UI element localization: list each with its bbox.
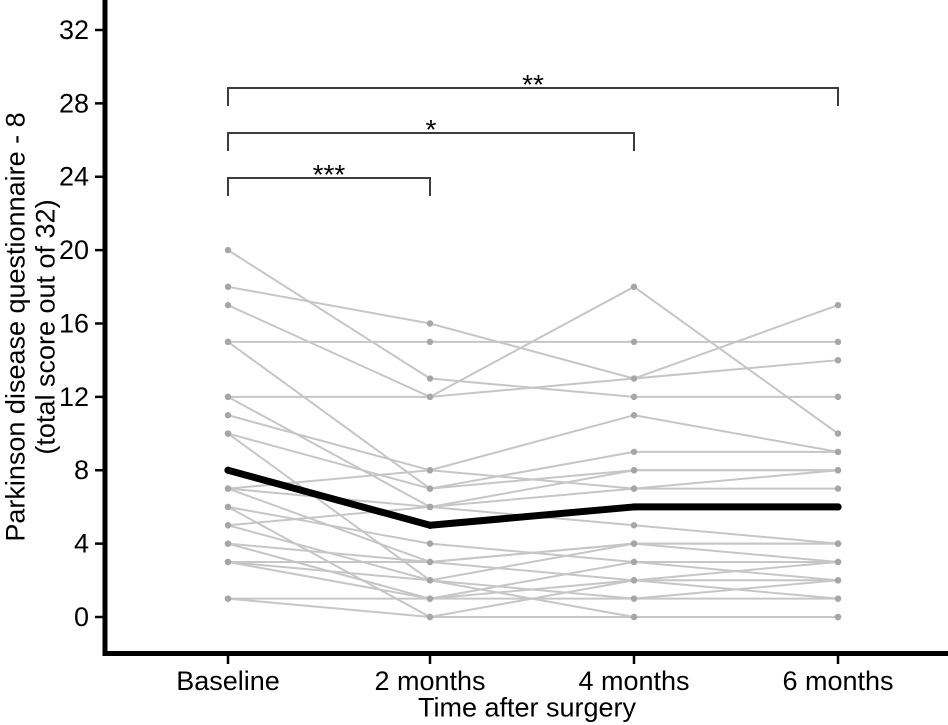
patient-point xyxy=(834,301,842,309)
significance-label: ** xyxy=(522,69,544,100)
patient-point xyxy=(426,540,434,547)
patient-point xyxy=(426,375,434,382)
x-tick-label: 2 months xyxy=(374,666,485,696)
patient-line xyxy=(228,542,838,563)
patient-point xyxy=(426,467,434,474)
x-tick-label: 6 months xyxy=(782,666,893,696)
patient-point xyxy=(224,485,232,492)
median-point xyxy=(224,466,232,474)
patient-point xyxy=(224,301,232,309)
x-tick-label: 4 months xyxy=(578,666,689,696)
patient-point xyxy=(834,356,842,364)
significance-bracket xyxy=(227,132,635,151)
patient-point xyxy=(630,540,638,547)
patient-point xyxy=(630,448,638,456)
significance-label: * xyxy=(426,114,437,145)
patient-point xyxy=(630,375,638,382)
patient-point xyxy=(224,430,232,437)
patient-point xyxy=(834,485,842,492)
patient-point xyxy=(834,540,842,547)
y-tick-label: 28 xyxy=(59,88,89,118)
patient-point xyxy=(224,540,232,547)
patient-point xyxy=(426,558,434,566)
y-tick-label: 20 xyxy=(59,235,89,265)
patient-point xyxy=(426,613,434,621)
y-tick-label: 4 xyxy=(74,529,89,559)
x-tick-label: Baseline xyxy=(176,666,280,696)
patient-line xyxy=(227,414,839,472)
patient-point xyxy=(834,338,842,346)
patient-point xyxy=(834,595,842,602)
patient-point xyxy=(630,577,638,584)
y-tick-label: 24 xyxy=(59,162,89,192)
patient-line xyxy=(228,285,839,435)
patient-point xyxy=(426,320,434,327)
patient-line xyxy=(227,304,839,398)
median-line xyxy=(224,466,842,529)
patient-point xyxy=(224,393,232,401)
y-tick-label: 8 xyxy=(74,455,89,485)
patient-point xyxy=(630,595,638,602)
patient-point xyxy=(426,393,434,401)
patient-point xyxy=(426,503,434,511)
significance-label: *** xyxy=(313,159,346,190)
patient-point xyxy=(834,558,842,566)
patient-point xyxy=(834,448,842,456)
y-axis-title-line1: Parkinson disease questionnaire - 8 xyxy=(0,112,31,542)
patient-point xyxy=(834,467,842,474)
patient-point xyxy=(630,558,638,566)
y-axis-title-line2: (total score out of 32) xyxy=(30,199,61,455)
patient-point xyxy=(630,338,638,346)
significance-bracket xyxy=(227,87,839,106)
median-point xyxy=(426,521,434,529)
patient-point xyxy=(834,430,842,437)
patient-point xyxy=(834,577,842,584)
y-tick-label: 32 xyxy=(59,15,89,45)
patient-line xyxy=(227,560,839,600)
patient-line xyxy=(227,341,838,490)
patient-point xyxy=(224,246,232,254)
patient-point xyxy=(426,577,434,584)
patient-point xyxy=(426,485,434,492)
y-tick-label: 0 xyxy=(74,602,89,632)
patient-point xyxy=(224,283,232,291)
patient-line xyxy=(227,285,839,380)
median-point xyxy=(834,503,842,511)
patient-point xyxy=(224,558,232,566)
patient-point xyxy=(630,412,638,419)
patient-line xyxy=(227,249,838,398)
y-tick-label: 16 xyxy=(59,308,89,338)
median-point xyxy=(630,503,638,511)
x-axis-title: Time after surgery xyxy=(417,692,637,723)
patient-point xyxy=(426,338,434,346)
patient-point xyxy=(224,412,232,419)
patient-point xyxy=(630,613,638,621)
patient-point xyxy=(630,522,638,529)
patient-point xyxy=(630,485,638,492)
patient-point xyxy=(224,338,232,346)
patient-line xyxy=(227,469,839,527)
patient-point xyxy=(630,467,638,474)
patient-point xyxy=(224,522,232,529)
patient-point xyxy=(630,393,638,401)
patient-point xyxy=(834,613,842,621)
significance-bracket xyxy=(227,177,431,196)
y-tick-label: 12 xyxy=(59,382,89,412)
patient-line xyxy=(227,597,838,618)
patient-point xyxy=(224,503,232,511)
patient-point xyxy=(224,595,232,602)
patient-point xyxy=(630,283,638,291)
patient-line xyxy=(227,469,838,490)
patient-point xyxy=(834,393,842,401)
patient-point xyxy=(426,595,434,602)
